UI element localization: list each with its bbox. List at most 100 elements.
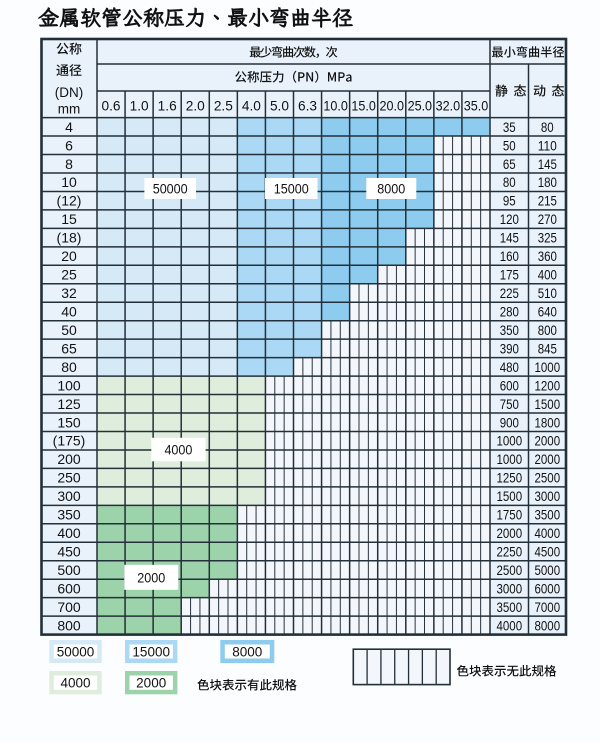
svg-text:270: 270: [538, 211, 557, 227]
svg-text:350: 350: [57, 507, 81, 523]
svg-text:200: 200: [57, 451, 81, 467]
svg-text:50000: 50000: [57, 644, 95, 659]
svg-text:145: 145: [500, 230, 519, 246]
svg-text:80: 80: [61, 359, 77, 375]
svg-text:7000: 7000: [535, 599, 561, 615]
svg-text:6: 6: [65, 137, 73, 153]
svg-text:10: 10: [61, 174, 77, 190]
svg-text:mm: mm: [58, 102, 81, 117]
svg-text:0.6: 0.6: [102, 98, 121, 114]
svg-text:1.6: 1.6: [158, 98, 177, 114]
svg-text:2000: 2000: [535, 451, 561, 467]
svg-text:40: 40: [61, 303, 77, 319]
svg-text:250: 250: [57, 470, 81, 486]
svg-text:15.0: 15.0: [351, 98, 376, 114]
svg-text:4000: 4000: [164, 442, 192, 458]
svg-text:2.5: 2.5: [214, 98, 233, 114]
svg-text:32.0: 32.0: [436, 98, 461, 114]
svg-text:15: 15: [61, 211, 77, 227]
svg-text:360: 360: [538, 248, 557, 264]
svg-text:480: 480: [500, 359, 519, 375]
svg-text:390: 390: [500, 340, 519, 356]
svg-text:4500: 4500: [535, 544, 561, 560]
svg-text:700: 700: [57, 599, 81, 615]
svg-text:160: 160: [500, 248, 519, 264]
svg-text:35: 35: [503, 119, 516, 135]
svg-text:15000: 15000: [274, 181, 309, 197]
svg-text:1200: 1200: [535, 377, 561, 393]
svg-text:1000: 1000: [497, 451, 523, 467]
svg-text:95: 95: [503, 193, 516, 209]
svg-text:325: 325: [538, 230, 557, 246]
svg-text:4000: 4000: [60, 675, 90, 690]
svg-text:65: 65: [61, 340, 77, 356]
svg-text:400: 400: [538, 267, 557, 283]
svg-text:32: 32: [61, 285, 77, 301]
svg-text:50000: 50000: [153, 181, 188, 197]
svg-text:350: 350: [500, 322, 519, 338]
svg-text:600: 600: [500, 377, 519, 393]
svg-text:1500: 1500: [497, 488, 523, 504]
svg-text:900: 900: [500, 414, 519, 430]
svg-text:1500: 1500: [535, 396, 561, 412]
svg-text:225: 225: [500, 285, 519, 301]
svg-text:4.0: 4.0: [242, 98, 261, 114]
svg-text:110: 110: [538, 137, 557, 153]
svg-text:65: 65: [503, 156, 516, 172]
svg-text:25.0: 25.0: [408, 98, 433, 114]
svg-text:(175): (175): [53, 433, 86, 449]
svg-text:6.3: 6.3: [298, 98, 317, 114]
svg-text:100: 100: [57, 377, 81, 393]
svg-text:280: 280: [500, 303, 519, 319]
svg-text:2000: 2000: [535, 433, 561, 449]
svg-text:2500: 2500: [497, 562, 523, 578]
svg-text:8000: 8000: [232, 644, 262, 659]
svg-text:80: 80: [503, 174, 516, 190]
svg-text:3500: 3500: [497, 599, 523, 615]
svg-text:8000: 8000: [377, 181, 405, 197]
svg-text:400: 400: [57, 525, 81, 541]
svg-text:500: 500: [57, 562, 81, 578]
svg-text:4000: 4000: [535, 525, 561, 541]
svg-text:750: 750: [500, 396, 519, 412]
svg-text:8: 8: [65, 156, 73, 172]
svg-text:8000: 8000: [535, 617, 561, 633]
svg-text:50: 50: [61, 322, 77, 338]
svg-text:120: 120: [500, 211, 519, 227]
svg-text:(12): (12): [57, 193, 82, 209]
svg-text:800: 800: [57, 617, 81, 633]
svg-text:2500: 2500: [535, 470, 561, 486]
svg-text:640: 640: [538, 303, 557, 319]
svg-text:145: 145: [538, 156, 557, 172]
svg-text:25: 25: [61, 267, 77, 283]
svg-text:3500: 3500: [535, 507, 561, 523]
svg-text:20: 20: [61, 248, 77, 264]
svg-text:4000: 4000: [497, 617, 523, 633]
svg-text:180: 180: [538, 174, 557, 190]
svg-text:175: 175: [500, 267, 519, 283]
svg-text:450: 450: [57, 544, 81, 560]
svg-text:35.0: 35.0: [464, 98, 489, 114]
svg-text:5.0: 5.0: [270, 98, 289, 114]
svg-text:510: 510: [538, 285, 557, 301]
svg-text:20.0: 20.0: [380, 98, 405, 114]
svg-text:3000: 3000: [497, 580, 523, 596]
svg-text:3000: 3000: [535, 488, 561, 504]
svg-text:4: 4: [65, 119, 73, 135]
svg-text:150: 150: [57, 414, 81, 430]
svg-text:2250: 2250: [497, 544, 523, 560]
svg-text:1750: 1750: [497, 507, 523, 523]
svg-text:50: 50: [503, 137, 516, 153]
svg-text:2.0: 2.0: [186, 98, 205, 114]
svg-text:10.0: 10.0: [323, 98, 348, 114]
svg-text:800: 800: [538, 322, 557, 338]
svg-text:1000: 1000: [497, 433, 523, 449]
svg-text:2000: 2000: [497, 525, 523, 541]
svg-text:300: 300: [57, 488, 81, 504]
svg-text:15000: 15000: [132, 644, 170, 659]
svg-text:5000: 5000: [535, 562, 561, 578]
svg-text:80: 80: [541, 119, 554, 135]
svg-text:(DN): (DN): [55, 85, 84, 100]
svg-text:1800: 1800: [535, 414, 561, 430]
svg-text:6000: 6000: [535, 580, 561, 596]
